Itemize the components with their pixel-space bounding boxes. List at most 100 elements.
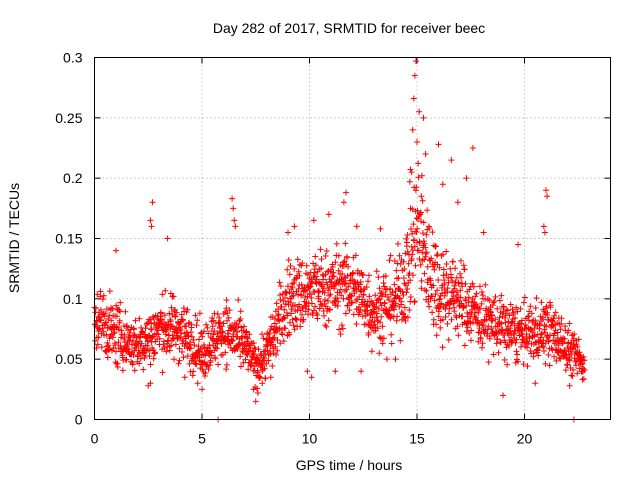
- data-point: [215, 361, 222, 368]
- data-point: [435, 141, 442, 148]
- data-point: [171, 308, 178, 315]
- data-point: [161, 344, 168, 351]
- data-point: [274, 312, 281, 319]
- data-point: [203, 321, 210, 328]
- data-point: [175, 319, 182, 326]
- data-point: [205, 345, 212, 352]
- data-point: [102, 348, 109, 355]
- data-point: [94, 341, 101, 348]
- data-point: [306, 291, 313, 298]
- data-point: [105, 315, 112, 322]
- data-point: [486, 335, 493, 342]
- data-point: [115, 339, 122, 346]
- data-point: [420, 219, 427, 226]
- data-point: [291, 223, 298, 230]
- data-point: [149, 313, 156, 320]
- data-point: [286, 319, 293, 326]
- data-point: [381, 299, 388, 306]
- data-point: [423, 249, 430, 256]
- data-point: [117, 299, 124, 306]
- data-point: [411, 236, 418, 243]
- data-point: [474, 319, 481, 326]
- data-point: [323, 323, 330, 330]
- data-point: [420, 114, 427, 121]
- data-point: [187, 341, 194, 348]
- data-point: [277, 296, 284, 303]
- data-point: [513, 304, 520, 311]
- data-point: [138, 329, 145, 336]
- data-point: [147, 316, 154, 323]
- data-point: [453, 289, 460, 296]
- y-tick-label: 0.15: [55, 231, 82, 247]
- data-point: [515, 241, 522, 248]
- data-point: [250, 339, 257, 346]
- data-point: [536, 322, 543, 329]
- data-point: [124, 322, 131, 329]
- data-point: [422, 151, 429, 158]
- data-point: [181, 374, 188, 381]
- data-point: [411, 298, 418, 305]
- data-point: [397, 337, 404, 344]
- data-point: [325, 298, 332, 305]
- data-point: [326, 306, 333, 313]
- data-point: [197, 330, 204, 337]
- data-point: [334, 295, 341, 302]
- data-point: [384, 294, 391, 301]
- data-point: [480, 321, 487, 328]
- data-point: [272, 343, 279, 350]
- data-point: [576, 349, 583, 356]
- data-point: [138, 340, 145, 347]
- data-point: [273, 300, 280, 307]
- data-point: [406, 178, 413, 185]
- data-point: [551, 312, 558, 319]
- data-point: [265, 331, 272, 338]
- data-point: [287, 263, 294, 270]
- data-point: [408, 169, 415, 176]
- data-point: [112, 342, 119, 349]
- data-point: [463, 302, 470, 309]
- data-point: [286, 271, 293, 278]
- data-point: [433, 332, 440, 339]
- data-point: [290, 292, 297, 299]
- data-point: [387, 286, 394, 293]
- data-point: [407, 277, 414, 284]
- data-point: [321, 289, 328, 296]
- data-point: [243, 328, 250, 335]
- data-point: [396, 295, 403, 302]
- data-point: [211, 328, 218, 335]
- data-point: [193, 322, 200, 329]
- data-point: [580, 353, 587, 360]
- data-point: [543, 303, 550, 310]
- data-point: [258, 362, 265, 369]
- data-point: [417, 209, 424, 216]
- data-point: [111, 329, 118, 336]
- data-point: [305, 306, 312, 313]
- data-point: [312, 303, 319, 310]
- data-point: [418, 285, 425, 292]
- data-point: [313, 276, 320, 283]
- data-point: [103, 305, 110, 312]
- data-point: [387, 252, 394, 259]
- data-point: [308, 294, 315, 301]
- data-point: [500, 392, 506, 399]
- data-point: [190, 368, 197, 375]
- data-point: [225, 314, 232, 321]
- data-point: [532, 380, 539, 387]
- data-point: [283, 289, 290, 296]
- data-point: [429, 309, 436, 316]
- data-point: [142, 325, 149, 332]
- data-point: [259, 331, 266, 338]
- data-point: [97, 293, 104, 300]
- data-point: [167, 318, 174, 325]
- data-point: [210, 331, 217, 338]
- data-point: [331, 298, 338, 305]
- data-point: [522, 321, 529, 328]
- data-point: [528, 310, 535, 317]
- data-point: [376, 350, 383, 357]
- data-point: [473, 314, 480, 321]
- data-point: [404, 248, 411, 255]
- data-point: [244, 335, 251, 342]
- data-point: [213, 345, 220, 352]
- data-point: [545, 338, 552, 345]
- data-point: [287, 299, 294, 306]
